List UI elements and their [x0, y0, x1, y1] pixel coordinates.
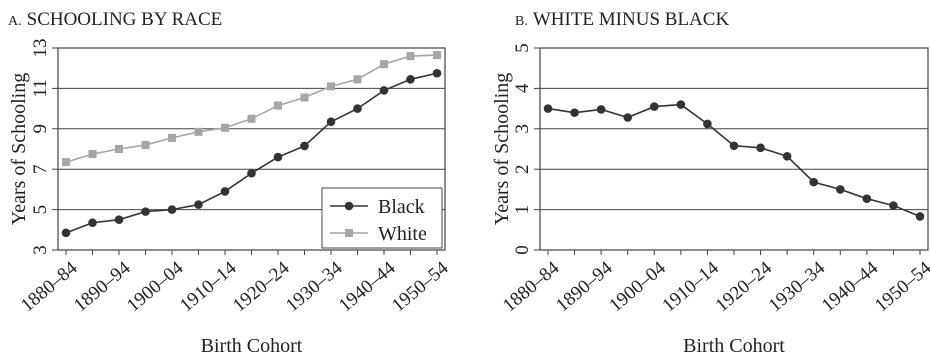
x-axis-label: Birth Cohort: [201, 335, 303, 357]
legend-box: [321, 187, 443, 249]
y-tick-label: 9: [30, 124, 51, 134]
x-tick-label: 1890–94: [70, 257, 135, 316]
data-point: [300, 93, 309, 102]
y-tick-label: 2: [512, 164, 533, 174]
panel-title: B. WHITE MINUS BLACK: [515, 9, 729, 30]
y-tick-label: 0: [512, 245, 533, 255]
data-point: [729, 141, 739, 151]
data-point: [194, 200, 203, 209]
y-tick-label: 11: [30, 79, 51, 97]
data-point: [623, 113, 633, 122]
data-point: [220, 187, 230, 196]
data-point: [327, 82, 335, 91]
data-point: [353, 104, 362, 113]
data-point: [782, 151, 792, 161]
y-axis-label: Years of Schooling: [491, 73, 513, 225]
y-axis-label: Years of Schooling: [8, 73, 30, 225]
data-point: [273, 152, 283, 162]
data-point: [88, 218, 97, 228]
data-point: [114, 215, 124, 224]
y-tick-label: 5: [30, 205, 51, 215]
data-point: [543, 104, 553, 113]
x-tick-label: 1910–14: [176, 257, 241, 316]
data-point: [141, 140, 150, 149]
legend-marker: [344, 201, 354, 211]
data-point: [379, 86, 389, 95]
legend-label: Black: [378, 196, 425, 218]
data-point: [703, 119, 712, 129]
panel-title-prefix: A.: [8, 14, 22, 29]
data-point: [406, 75, 415, 84]
data-point: [167, 205, 177, 214]
data-point: [432, 68, 442, 78]
legend: Black White: [321, 187, 443, 249]
data-point: [889, 201, 898, 210]
x-tick-label: 1910–14: [658, 257, 723, 316]
x-tick-label: 1920–24: [229, 257, 294, 316]
data-point: [380, 60, 388, 69]
panel-title-text: WHITE MINUS BLACK: [533, 9, 730, 30]
data-point: [915, 212, 925, 221]
x-tick-label: 1930–34: [282, 257, 347, 316]
legend-label: White: [378, 223, 427, 245]
data-point: [835, 185, 845, 194]
data-point: [88, 150, 97, 159]
x-tick-label: 1940–44: [818, 257, 883, 316]
x-tick-label: 1950–54: [388, 257, 453, 316]
data-point: [300, 141, 309, 151]
data-point: [406, 52, 415, 61]
data-point: [862, 194, 872, 203]
data-point: [141, 207, 150, 216]
data-point: [194, 127, 203, 136]
data-point: [168, 133, 176, 142]
x-tick-label: 1900–04: [123, 257, 188, 316]
y-tick-label: 3: [512, 124, 533, 134]
data-point: [570, 108, 579, 117]
y-tick-label: 13: [30, 39, 51, 58]
data-point: [62, 158, 70, 167]
data-point: [596, 105, 606, 114]
panel-b-white-minus-black: B. WHITE MINUS BLACK0123451880–841890–941…: [491, 9, 930, 357]
x-axis-label: Birth Cohort: [683, 335, 785, 357]
x-tick-label: 1930–34: [765, 257, 830, 316]
y-tick-label: 3: [30, 245, 51, 255]
y-tick-label: 4: [512, 83, 533, 93]
panel-title: A. SCHOOLING BY RACE: [8, 9, 222, 30]
x-tick-label: 1920–24: [712, 257, 777, 316]
x-tick-label: 1900–04: [605, 257, 670, 316]
y-tick-label: 7: [30, 164, 51, 174]
data-point: [247, 114, 256, 123]
y-tick-label: 5: [512, 43, 533, 53]
data-point: [676, 100, 686, 109]
data-point: [649, 102, 659, 111]
legend-marker: [345, 229, 353, 237]
data-point: [809, 177, 819, 187]
x-tick-label: 1940–44: [335, 257, 400, 316]
data-point: [115, 145, 123, 153]
x-tick-label: 1880–84: [17, 257, 82, 316]
panel-a-schooling-by-race: A. SCHOOLING BY RACE 3 5 7 9 11 13 1880–841890–9…: [8, 9, 453, 357]
y-tick-label: 1: [512, 205, 533, 215]
data-point: [221, 123, 229, 132]
data-point: [756, 143, 765, 153]
panel-title-text: SCHOOLING BY RACE: [27, 9, 223, 30]
data-point: [326, 117, 336, 127]
data-point: [247, 168, 256, 178]
data-point: [433, 51, 441, 60]
data-point: [61, 228, 71, 238]
data-point: [353, 75, 362, 84]
x-tick-label: 1950–54: [871, 257, 930, 316]
x-tick-label: 1880–84: [499, 257, 564, 316]
panel-title-prefix: B.: [515, 14, 528, 29]
data-point: [274, 101, 282, 110]
x-tick-label: 1890–94: [552, 257, 617, 316]
